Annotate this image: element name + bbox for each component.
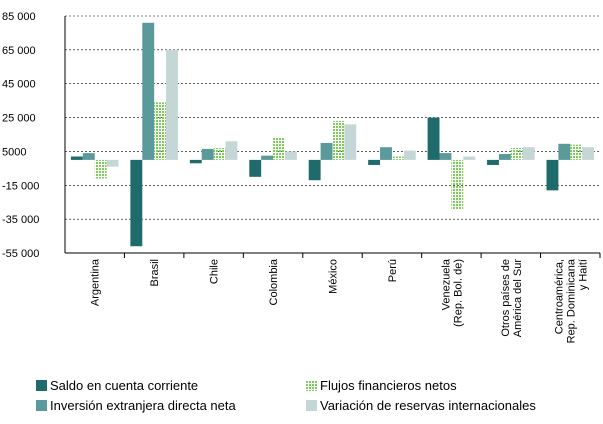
x-tick-label-line: México <box>328 259 340 294</box>
bar <box>273 137 285 160</box>
x-tick-label: Chile <box>209 259 221 284</box>
bar <box>498 153 511 160</box>
x-tick-label-line: y Haití <box>577 259 589 290</box>
bar <box>70 156 83 160</box>
x-tick-label-line: Venezuela <box>440 258 452 310</box>
bar <box>391 156 404 160</box>
x-tick-label-line: Perú <box>387 259 399 282</box>
x-tick-label: Brasil <box>149 259 161 287</box>
bar <box>106 159 119 167</box>
x-tick-label-line: Colombia <box>268 258 280 305</box>
bar <box>463 156 476 160</box>
x-tick-label: Venezuela(Rep. Bol. de) <box>440 258 464 327</box>
bar <box>189 159 202 164</box>
bar <box>558 143 571 160</box>
legend-label: Variación de reservas internacionales <box>320 398 536 413</box>
legend-swatch <box>306 400 317 411</box>
legend-label: Flujos financieros netos <box>320 378 457 393</box>
bar <box>142 22 155 160</box>
bar <box>94 159 107 179</box>
bar <box>225 141 238 160</box>
x-tick-label: Colombia <box>268 258 280 305</box>
bar <box>380 147 392 160</box>
bar <box>582 147 595 160</box>
bar <box>154 102 167 160</box>
bar <box>451 159 464 209</box>
bar <box>308 159 321 181</box>
bar <box>344 124 357 160</box>
bar <box>546 159 559 191</box>
bar <box>284 151 297 160</box>
bar <box>261 155 274 160</box>
y-tick-label: -55 000 <box>2 248 39 260</box>
y-tick-label: -35 000 <box>2 214 39 226</box>
x-tick-label: Perú <box>387 259 399 282</box>
y-tick-label: 25 000 <box>2 113 36 125</box>
bar <box>320 142 333 160</box>
x-tick-label-line: Chile <box>209 259 221 284</box>
bar <box>522 147 535 160</box>
bar <box>249 159 262 177</box>
x-tick-label-line: Brasil <box>149 259 161 287</box>
legend-swatch <box>36 400 47 411</box>
y-tick-label: 85 000 <box>2 11 36 23</box>
bar <box>439 153 452 160</box>
x-tick-label: Centroamérica,Rep. Dominicanay Haití <box>553 258 589 343</box>
bar <box>510 148 523 160</box>
bar <box>368 159 381 165</box>
bar <box>427 117 440 160</box>
bar <box>332 120 345 160</box>
legend-swatch <box>36 380 47 391</box>
bar <box>570 144 583 160</box>
y-tick-label: 5000 <box>2 146 26 158</box>
bar <box>166 49 178 160</box>
bar <box>487 159 499 165</box>
y-tick-label: 45 000 <box>2 79 36 91</box>
bar <box>201 148 214 160</box>
bar <box>82 153 95 160</box>
x-tick-label-line: Argentina <box>90 258 102 306</box>
x-tick-label-line: Rep. Dominicana <box>565 258 577 343</box>
y-tick-label: 65 000 <box>2 45 36 57</box>
x-tick-label-line: Otros países de <box>500 259 512 337</box>
x-tick-label-line: Centroamérica, <box>553 259 565 334</box>
x-tick-label: Argentina <box>90 258 102 306</box>
legend-label: Saldo en cuenta corriente <box>50 378 198 393</box>
x-tick-label: México <box>328 259 340 294</box>
bar <box>130 159 143 247</box>
y-tick-label: -15 000 <box>2 180 39 192</box>
x-tick-label-line: (Rep. Bol. de) <box>452 259 464 327</box>
x-tick-label: Otros países deAmérica del Sur <box>500 259 524 338</box>
legend-label: Inversión extranjera directa neta <box>50 398 236 413</box>
bar <box>403 150 416 160</box>
x-tick-label-line: América del Sur <box>512 259 524 338</box>
legend-swatch <box>306 380 317 391</box>
bar <box>213 148 226 160</box>
